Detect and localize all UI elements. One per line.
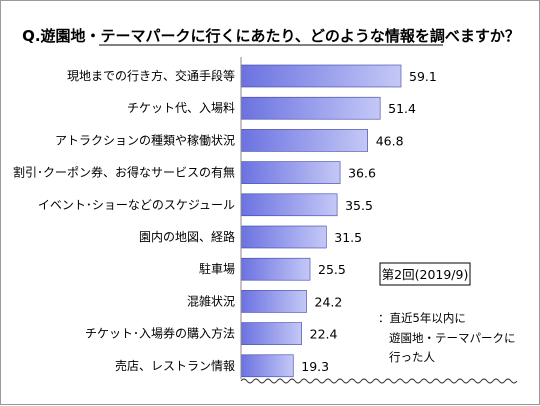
bar-3 <box>240 129 369 152</box>
category-label-6: 園内の地図、経路 <box>139 229 235 244</box>
category-label-1: 現地までの行き方、交通手段等 <box>67 68 235 83</box>
note-line-3: 行った人 <box>389 350 435 364</box>
value-label-7: 25.5 <box>318 262 346 277</box>
category-label-9: チケット･入場券の購入方法 <box>85 326 235 341</box>
bar-9 <box>240 322 302 345</box>
category-label-4: 割引･クーポン券、お得なサービスの有無 <box>13 165 235 180</box>
bar-10 <box>240 354 294 378</box>
survey-badge-box <box>379 262 471 286</box>
bar-2 <box>240 96 381 120</box>
category-label-5: イベント･ショーなどのスケジュール <box>38 198 235 212</box>
value-label-10: 19.3 <box>301 359 329 374</box>
value-label-9: 22.4 <box>310 327 338 342</box>
survey-badge-label: 第2回(2019/9) <box>382 267 469 282</box>
value-label-6: 31.5 <box>334 230 362 245</box>
respondent-note: ：直近5年以内に 遊園地・テーマパークに 行った人 <box>378 311 516 364</box>
note-line-2: 遊園地・テーマパークに <box>389 331 516 345</box>
value-label-5: 35.5 <box>345 198 373 213</box>
axis-break-wave <box>240 378 518 384</box>
value-label-1: 59.1 <box>409 69 437 84</box>
bar-8 <box>240 290 307 313</box>
category-label-3: アトラクションの種類や稼働状況 <box>55 132 235 147</box>
category-label-2: チケット代、入場料 <box>127 101 235 115</box>
bar-4 <box>240 161 341 184</box>
survey-badge: 第2回(2019/9) <box>379 262 471 286</box>
bar-7 <box>240 257 311 281</box>
category-label-10: 売店、レストラン情報 <box>115 358 235 373</box>
note-line-1: ：直近5年以内に <box>378 311 466 325</box>
bars-group: 現地までの行き方、交通手段等 59.1 チケット代、入場料 51.4 アトラクションの種… <box>13 64 437 378</box>
bar-1 <box>240 64 402 88</box>
value-label-2: 51.4 <box>388 101 416 116</box>
bar-6 <box>240 225 327 249</box>
category-label-7: 駐車場 <box>199 261 235 276</box>
chart-title: Q.遊園地・テーマパークに行くにあたり、どのような情報を調べますか？ <box>22 27 520 45</box>
category-label-8: 混雑状況 <box>187 293 235 308</box>
value-label-3: 46.8 <box>376 133 404 148</box>
value-label-8: 24.2 <box>315 294 343 309</box>
value-label-4: 36.6 <box>348 166 376 181</box>
bar-5 <box>240 193 338 217</box>
